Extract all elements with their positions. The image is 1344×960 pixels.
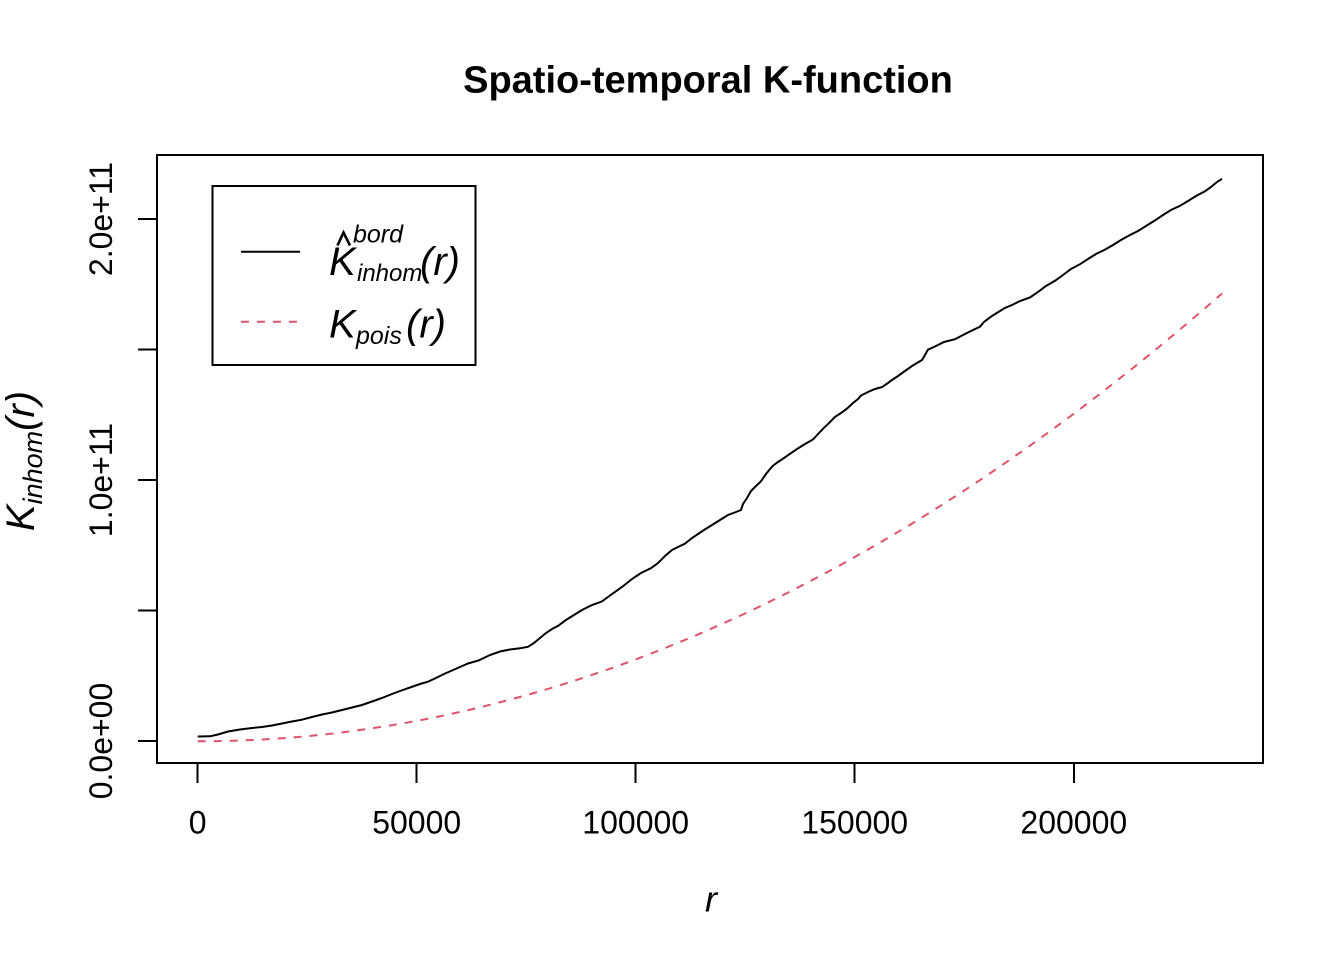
svg-text:(r): (r): [420, 240, 460, 284]
svg-text:pois: pois: [355, 322, 402, 350]
svg-text:200000: 200000: [1020, 805, 1127, 841]
svg-text:150000: 150000: [801, 805, 908, 841]
svg-text:(r): (r): [406, 303, 446, 347]
svg-text:2.0e+11: 2.0e+11: [83, 162, 119, 276]
svg-text:r: r: [705, 879, 719, 920]
svg-text:50000: 50000: [372, 805, 461, 841]
svg-text:bord: bord: [353, 221, 404, 249]
svg-text:K: K: [329, 303, 358, 347]
svg-text:1.0e+11: 1.0e+11: [83, 423, 119, 537]
svg-text:Spatio-temporal K-function: Spatio-temporal K-function: [463, 60, 953, 102]
svg-text:100000: 100000: [582, 805, 689, 841]
svg-text:inhom: inhom: [357, 260, 422, 287]
svg-text:0.0e+00: 0.0e+00: [83, 683, 119, 800]
svg-text:K: K: [329, 240, 358, 284]
svg-text:0: 0: [189, 805, 207, 841]
